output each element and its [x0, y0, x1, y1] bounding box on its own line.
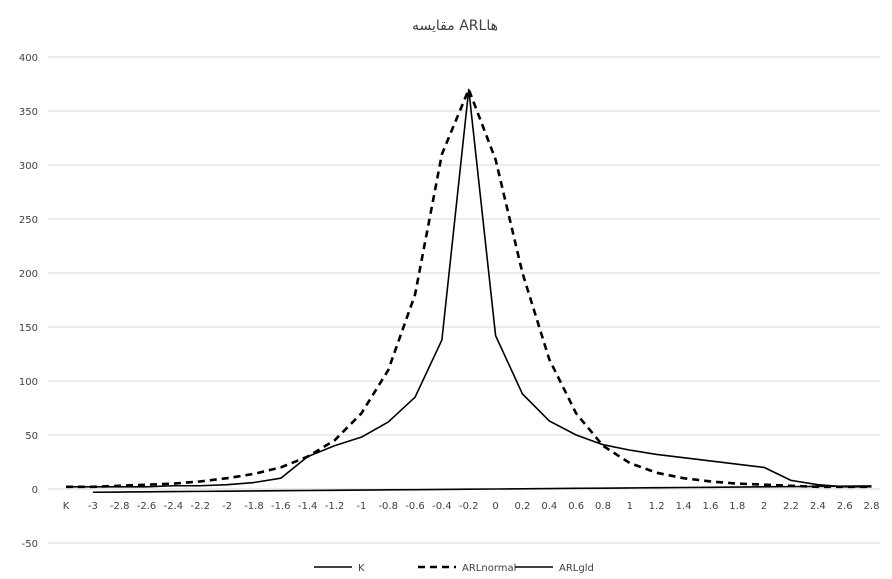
x-tick-label: -0.6	[405, 501, 425, 512]
y-tick-label: 200	[19, 269, 38, 280]
y-tick-label: 400	[19, 53, 38, 64]
x-tick-label: 2	[761, 501, 767, 512]
y-axis-ticks: -50 0 50 100 150 200 250 300 350 400	[19, 53, 38, 550]
y-tick-label: 250	[19, 215, 38, 226]
x-tick-label: 2.2	[783, 501, 799, 512]
y-tick-label: 100	[19, 377, 38, 388]
legend-label-arlnormal: ARLnormal	[462, 563, 516, 574]
x-tick-label: -0.8	[378, 501, 398, 512]
x-tick-label: 0.2	[514, 501, 530, 512]
x-tick-label: 1.6	[702, 501, 718, 512]
x-tick-label: 1.4	[676, 501, 692, 512]
series-line-arlgld	[66, 88, 872, 488]
x-tick-label: 2.4	[810, 501, 826, 512]
x-tick-label: -1	[356, 501, 366, 512]
x-tick-label: -3	[88, 501, 98, 512]
x-tick-label: 2.8	[864, 501, 880, 512]
x-tick-label: 0	[492, 501, 498, 512]
x-tick-label: 1.2	[649, 501, 665, 512]
x-tick-label: -2	[222, 501, 232, 512]
x-tick-label: 1	[627, 501, 633, 512]
chart-title: مقایسه ARLها	[412, 18, 498, 34]
x-tick-label: -1.6	[271, 501, 291, 512]
x-tick-label: 0.4	[541, 501, 557, 512]
x-tick-label: -1.4	[298, 501, 318, 512]
x-tick-label: -0.4	[432, 501, 452, 512]
y-tick-label: -50	[22, 539, 38, 550]
x-axis-ticks: K -3 -2.8 -2.6 -2.4 -2.2 -2 -1.8 -1.6 -1.4 -1.2 -1 -…	[63, 501, 880, 512]
x-tick-label: 0.6	[568, 501, 584, 512]
series-line-k	[92, 485, 872, 494]
legend-label-arlgld: ARLgld	[559, 563, 594, 574]
x-tick-label: K	[63, 501, 70, 512]
legend: K ARLnormal ARLgld	[314, 563, 594, 574]
legend-label-k: K	[358, 563, 365, 574]
x-tick-label: 1.8	[729, 501, 745, 512]
y-tick-label: 0	[32, 485, 38, 496]
series-lines	[66, 88, 872, 494]
x-tick-label: -2.2	[190, 501, 210, 512]
x-tick-label: -1.2	[325, 501, 345, 512]
x-tick-label: 2.6	[837, 501, 853, 512]
y-tick-label: 350	[19, 107, 38, 118]
x-tick-label: -1.8	[244, 501, 264, 512]
y-tick-label: 150	[19, 323, 38, 334]
x-tick-label: -2.6	[137, 501, 157, 512]
x-tick-label: -0.2	[459, 501, 479, 512]
x-tick-label: -2.4	[164, 501, 184, 512]
x-tick-label: -2.8	[110, 501, 130, 512]
series-line-arlnormal	[66, 88, 872, 489]
y-tick-label: 50	[25, 431, 38, 442]
y-tick-label: 300	[19, 161, 38, 172]
x-tick-label: 0.8	[595, 501, 611, 512]
